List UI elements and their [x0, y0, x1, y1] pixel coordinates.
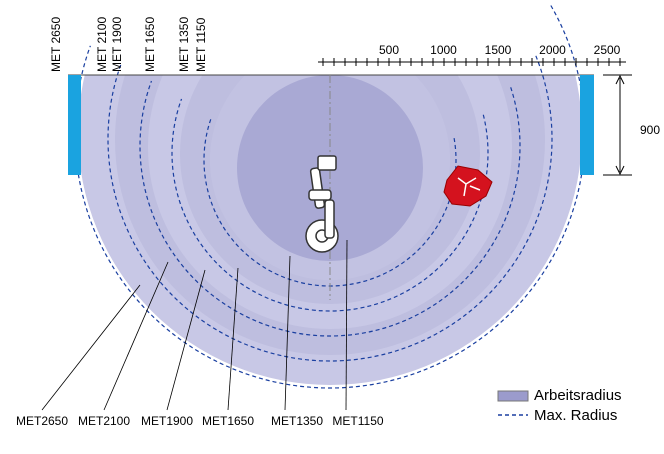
top-label: MET 2100 — [95, 17, 109, 72]
max-radius-arc — [171, 98, 489, 312]
scale-label: 2000 — [539, 43, 566, 57]
bottom-label: MET2100 — [78, 414, 130, 428]
leader-line — [41, 284, 141, 411]
workpiece-detail — [457, 177, 481, 197]
max-radius-arc — [107, 55, 553, 362]
labels: MET 2650 MET 2100 MET 1900 MET 1650 MET 1350… — [16, 17, 384, 428]
dim-arrows — [615, 74, 625, 176]
bottom-label: MET2650 — [16, 414, 68, 428]
left-wall — [68, 75, 81, 175]
top-label: MET 1150 — [194, 17, 208, 72]
leader-line — [166, 269, 206, 411]
top-label: MET 1350 — [177, 17, 191, 72]
max-radius-arc — [139, 80, 521, 337]
top-label: MET 1900 — [110, 17, 124, 72]
top-label: MET 2650 — [49, 17, 63, 72]
scale-label: 1000 — [430, 43, 457, 57]
legend-label: Max. Radius — [534, 407, 617, 424]
robot — [305, 155, 339, 253]
scale-label: 1500 — [485, 43, 512, 57]
leader-line — [103, 261, 169, 411]
bottom-label: MET1350 — [271, 414, 323, 428]
leader-line — [284, 255, 291, 411]
right-wall — [580, 75, 594, 175]
height-dimension: 900 — [640, 123, 660, 137]
scale-label: 500 — [379, 43, 399, 57]
leader-line — [345, 239, 348, 411]
max-radius-arc — [203, 116, 457, 287]
scale-label: 2500 — [594, 43, 621, 57]
top-label: MET 1650 — [143, 17, 157, 72]
workpiece — [443, 165, 493, 207]
scale: 500 1000 1500 2000 2500 — [318, 43, 626, 66]
bottom-label: MET1650 — [202, 414, 254, 428]
leader-line — [227, 267, 239, 411]
legend-label: Arbeitsradius — [534, 387, 622, 404]
legend-swatch — [497, 390, 529, 402]
bottom-label: MET1900 — [141, 414, 193, 428]
bottom-label: MET1150 — [332, 414, 383, 428]
